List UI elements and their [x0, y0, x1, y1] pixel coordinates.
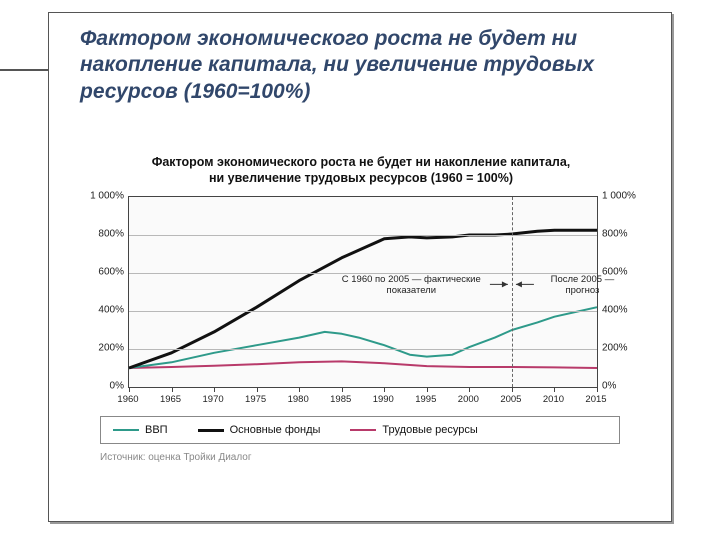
x-axis-label: 2015	[585, 394, 606, 405]
x-tick	[299, 387, 300, 392]
legend-item: Трудовые ресурсы	[350, 424, 477, 436]
y-axis-label-right: 0%	[602, 381, 651, 392]
x-tick	[427, 387, 428, 392]
x-axis-label: 1995	[415, 394, 436, 405]
x-axis-label: 2005	[500, 394, 521, 405]
series-capital	[129, 230, 597, 368]
y-axis-label-left: 200%	[75, 343, 124, 354]
legend-swatch	[198, 429, 224, 432]
legend-swatch	[350, 429, 376, 431]
chart-source: Источник: оценка Тройки Диалог	[100, 452, 252, 463]
y-axis-label-right: 800%	[602, 229, 651, 240]
legend-swatch	[113, 429, 139, 431]
legend-item: ВВП	[113, 424, 168, 436]
x-axis-label: 1980	[288, 394, 309, 405]
x-axis-label: 1990	[373, 394, 394, 405]
y-axis-label-left: 600%	[75, 267, 124, 278]
slide: Фактором экономического роста не будет н…	[0, 0, 720, 540]
gridline	[129, 235, 597, 236]
x-axis-label: 1970	[203, 394, 224, 405]
series-labor	[129, 361, 597, 368]
x-tick	[342, 387, 343, 392]
x-axis-label: 1985	[330, 394, 351, 405]
annotation-forecast: После 2005 — прогноз	[537, 275, 627, 297]
legend-item: Основные фонды	[198, 424, 321, 436]
gridline	[129, 311, 597, 312]
x-axis-label: 2010	[543, 394, 564, 405]
x-tick	[129, 387, 130, 392]
chart: Фактором экономического роста не будет н…	[70, 150, 652, 490]
legend-label: Трудовые ресурсы	[382, 424, 477, 436]
arrowhead-left	[502, 281, 508, 287]
x-tick	[257, 387, 258, 392]
accent-line	[0, 69, 48, 71]
slide-title: Фактором экономического роста не будет н…	[80, 26, 644, 105]
x-tick	[214, 387, 215, 392]
annotation-historical: С 1960 по 2005 — фактические показатели	[341, 275, 481, 297]
x-axis-label: 1975	[245, 394, 266, 405]
y-axis-label-left: 800%	[75, 229, 124, 240]
y-axis-label-right: 200%	[602, 343, 651, 354]
chart-title-line: Фактором экономического роста не будет н…	[152, 155, 571, 169]
x-tick	[172, 387, 173, 392]
x-tick	[597, 387, 598, 392]
y-axis-label-right: 600%	[602, 267, 651, 278]
x-tick	[554, 387, 555, 392]
y-axis-label-right: 400%	[602, 305, 651, 316]
chart-title: Фактором экономического роста не будет н…	[70, 150, 652, 187]
gridline	[129, 349, 597, 350]
y-axis-label-left: 1 000%	[75, 191, 124, 202]
x-axis-label: 1965	[160, 394, 181, 405]
legend: ВВП Основные фонды Трудовые ресурсы	[100, 416, 620, 444]
x-axis-label: 1960	[117, 394, 138, 405]
y-axis-label-left: 0%	[75, 381, 124, 392]
y-axis-label-right: 1 000%	[602, 191, 651, 202]
y-axis-label-left: 400%	[75, 305, 124, 316]
x-tick	[384, 387, 385, 392]
chart-title-line: ни увеличение трудовых ресурсов (1960 = …	[209, 171, 513, 185]
x-tick	[469, 387, 470, 392]
legend-label: ВВП	[145, 424, 168, 436]
legend-label: Основные фонды	[230, 424, 321, 436]
plot-area: С 1960 по 2005 — фактические показателиП…	[128, 196, 598, 388]
forecast-divider	[512, 197, 513, 387]
arrowhead-right	[516, 281, 522, 287]
x-tick	[512, 387, 513, 392]
x-axis-label: 2000	[458, 394, 479, 405]
